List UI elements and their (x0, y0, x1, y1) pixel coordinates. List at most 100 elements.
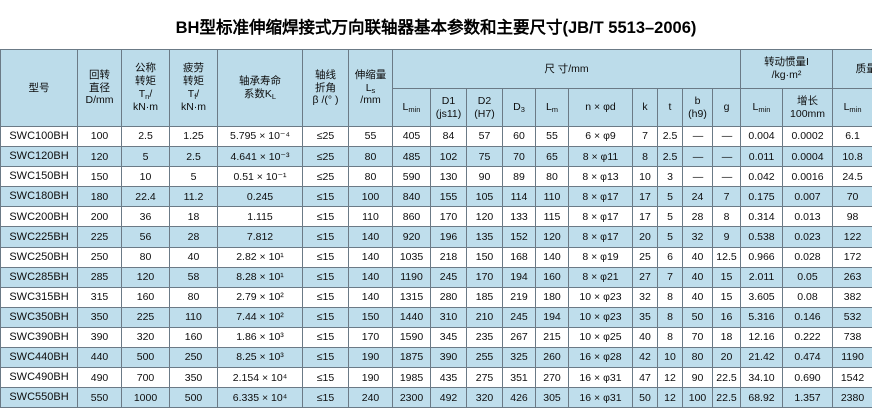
cell-k: 10 (632, 166, 658, 188)
cell-beta: ≤15 (302, 206, 349, 228)
table-row: SWC100BH 100 2.5 1.25 5.795 × 10⁻⁴ ≤25 55 405 84… (0, 125, 872, 148)
cell-t: 10 (657, 347, 683, 369)
table-row: SWC225BH 225 56 28 7.812 ≤15 140 920 196 135 152 12… (0, 226, 872, 248)
cell-d3: 152 (502, 226, 536, 248)
cell-tf: 350 (169, 367, 218, 389)
cell-i-grow: 0.023 (782, 226, 834, 248)
cell-k: 40 (632, 326, 658, 349)
cell-d: 225 (77, 226, 122, 248)
col-header-lmin: Lmin (392, 88, 431, 127)
cell-lm: 55 (535, 125, 569, 148)
cell-tn: 1000 (121, 387, 170, 409)
cell-model: SWC285BH (0, 266, 78, 288)
cell-nd: 8 × φ17 (568, 186, 633, 208)
cell-d3: 168 (502, 246, 536, 268)
cell-d2: 255 (466, 347, 503, 369)
cell-beta: ≤15 (302, 186, 349, 208)
col-header-telescopic: 伸缩量 Ls /mm (348, 49, 393, 127)
cell-ls: 150 (348, 306, 393, 328)
cell-model: SWC390BH (0, 326, 78, 349)
cell-nd: 10 × φ25 (568, 326, 633, 349)
cell-d: 285 (77, 266, 122, 288)
cell-d2: 90 (466, 166, 503, 188)
cell-ls: 190 (348, 347, 393, 369)
cell-t: 8 (657, 286, 683, 308)
cell-tf: 80 (169, 286, 218, 308)
cell-g: — (711, 146, 742, 168)
col-header-dimensions-group: 尺 寸/mm (391, 49, 742, 89)
cell-d3: 325 (502, 347, 536, 369)
cell-nd: 8 × φ13 (568, 166, 633, 188)
cell-m-lmin: 738 (832, 326, 872, 349)
cell-g: 22.5 (711, 367, 742, 389)
cell-lmin: 860 (392, 206, 431, 228)
col-header-fatigue-torque: 疲劳 转矩 Tf/ kN·m (169, 49, 218, 127)
telescopic-symbol: Ls (365, 81, 376, 95)
cell-i-lmin: 21.42 (740, 347, 784, 369)
page-title: BH型标准伸缩焊接式万向联轴器基本参数和主要尺寸(JB/T 5513–2006) (175, 19, 697, 37)
cell-tn: 56 (121, 226, 170, 248)
cell-k: 25 (632, 246, 658, 268)
b-line2: (h9) (688, 107, 707, 120)
cell-ls: 100 (348, 186, 393, 208)
table-row: SWC285BH 285 120 58 8.28 × 10¹ ≤15 140 1190 245 1… (0, 266, 872, 288)
cell-d3: 267 (502, 326, 536, 349)
cell-b: 40 (682, 246, 713, 268)
cell-tn: 160 (121, 286, 170, 308)
nominal-torque-line1: 公称 (135, 62, 156, 75)
cell-m-lmin: 98 (832, 206, 872, 228)
cell-beta: ≤15 (302, 286, 349, 308)
d1-line2: (js11) (435, 107, 462, 120)
cell-d1: 245 (430, 266, 467, 288)
cell-tn: 320 (121, 326, 170, 349)
cell-m-lmin: 24.5 (832, 166, 872, 188)
cell-kl: 8.28 × 10¹ (217, 266, 303, 288)
col-header-g: g (711, 88, 742, 127)
cell-lm: 80 (535, 166, 569, 188)
nominal-torque-line2: 转矩 (135, 75, 156, 88)
col-header-k: k (632, 88, 658, 127)
cell-model: SWC350BH (0, 306, 78, 328)
cell-d2: 120 (466, 206, 503, 228)
cell-g: 12.5 (711, 246, 742, 268)
cell-b: — (682, 146, 713, 168)
cell-kl: 6.335 × 10⁴ (217, 387, 303, 409)
col-header-d2: D2 (H7) (466, 88, 503, 127)
cell-g: 8 (711, 206, 742, 228)
cell-m-lmin: 532 (832, 306, 872, 328)
cell-tn: 36 (121, 206, 170, 228)
cell-b: 40 (682, 266, 713, 288)
cell-i-lmin: 0.175 (740, 186, 784, 208)
cell-lmin: 590 (392, 166, 431, 188)
cell-ls: 140 (348, 286, 393, 308)
cell-model: SWC250BH (0, 246, 78, 268)
cell-d: 150 (77, 166, 122, 188)
cell-i-lmin: 5.316 (740, 306, 784, 328)
cell-lmin: 1440 (392, 306, 431, 328)
cell-ls: 190 (348, 367, 393, 389)
cell-i-lmin: 0.042 (740, 166, 784, 188)
cell-g: — (711, 125, 742, 148)
cell-d1: 345 (430, 326, 467, 349)
cell-beta: ≤25 (302, 166, 349, 188)
cell-m-lmin: 70 (832, 186, 872, 208)
inertia-line2: /kg·m² (771, 69, 802, 81)
cell-ls: 80 (348, 166, 393, 188)
cell-tf: 40 (169, 246, 218, 268)
cell-m-lmin: 172 (832, 246, 872, 268)
cell-lmin: 2300 (392, 387, 431, 409)
cell-d: 550 (77, 387, 122, 409)
cell-ls: 140 (348, 266, 393, 288)
cell-k: 17 (632, 206, 658, 228)
cell-d1: 130 (430, 166, 467, 188)
cell-d2: 75 (466, 146, 503, 168)
cell-i-lmin: 0.966 (740, 246, 784, 268)
col-header-b: b (h9) (682, 88, 713, 127)
col-header-t: t (657, 88, 683, 127)
cell-d: 490 (77, 367, 122, 389)
cell-tn: 22.4 (121, 186, 170, 208)
cell-i-grow: 0.222 (782, 326, 834, 349)
cell-lm: 260 (535, 347, 569, 369)
d2-line1: D2 (477, 94, 492, 107)
cell-ls: 240 (348, 387, 393, 409)
